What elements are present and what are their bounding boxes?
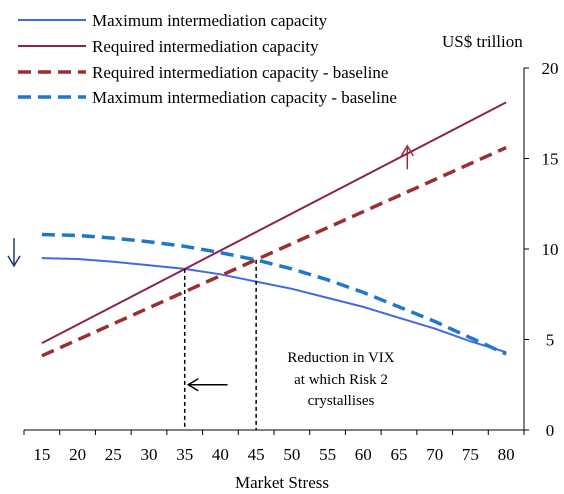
x-tick-label: 35	[176, 445, 193, 464]
x-tick-label: 50	[283, 445, 300, 464]
legend-label-4: Maximum intermediation capacity - baseli…	[92, 88, 397, 107]
series-line-3	[41, 146, 507, 358]
x-tick-label: 40	[212, 445, 229, 464]
down-arrow-head	[7, 255, 21, 268]
x-tick-label: 15	[33, 445, 50, 464]
legend-label-3: Required intermediation capacity - basel…	[92, 63, 388, 82]
x-tick-label: 75	[462, 445, 479, 464]
y-tick-label: 15	[542, 150, 559, 169]
x-tick-label: 20	[69, 445, 86, 464]
x-tick-label: 70	[426, 445, 443, 464]
x-tick-label: 25	[105, 445, 122, 464]
x-tick-label: 65	[391, 445, 408, 464]
series-group	[41, 101, 507, 358]
annotation-text-line: at which Risk 2	[294, 372, 388, 388]
x-axis-label: Market Stress	[235, 473, 329, 492]
axes: 15 20 25 30 35 40 45 50 55 60 65 70 75 80 0 5 10 15 20	[23, 59, 559, 464]
y-tick-label: 5	[546, 331, 555, 350]
y-tick-label: 10	[542, 240, 559, 259]
legend-label-2: Required intermediation capacity	[92, 37, 319, 56]
series-line-2	[41, 101, 507, 344]
y-axis-label: US$ trillion	[442, 32, 523, 51]
x-tick-label: 45	[248, 445, 265, 464]
x-tick-label: 80	[498, 445, 515, 464]
series-line-1	[41, 257, 507, 354]
annotation-text-line: Reduction in VIX	[287, 350, 394, 366]
annotations: Reduction in VIX at which Risk 2 crystalli…	[7, 144, 414, 430]
x-tick-label: 30	[141, 445, 158, 464]
annotation-text-line: crystallises	[308, 393, 375, 409]
y-tick-label: 20	[542, 59, 559, 78]
reduction-arrow-head	[186, 378, 199, 392]
up-arrow-head	[400, 144, 414, 157]
series-line-4	[41, 232, 507, 356]
legend-label-1: Maximum intermediation capacity	[92, 11, 328, 30]
y-tick-label: 0	[546, 421, 555, 440]
legend: Maximum intermediation capacity Required …	[18, 11, 397, 107]
x-tick-label: 60	[355, 445, 372, 464]
x-tick-label: 55	[319, 445, 336, 464]
